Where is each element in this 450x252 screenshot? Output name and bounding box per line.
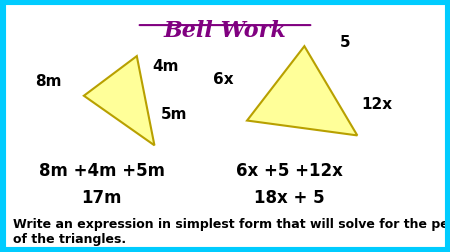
Polygon shape — [247, 47, 357, 136]
Text: 5: 5 — [340, 35, 350, 49]
Text: 18x + 5: 18x + 5 — [254, 189, 324, 207]
Text: Bell Work: Bell Work — [164, 20, 286, 42]
Text: 17m: 17m — [81, 189, 122, 207]
Text: 6x +5 +12x: 6x +5 +12x — [235, 162, 342, 179]
Polygon shape — [84, 57, 154, 146]
Text: Write an expression in simplest form that will solve for the perimeter of each
o: Write an expression in simplest form tha… — [14, 217, 450, 244]
Text: 8m +4m +5m: 8m +4m +5m — [39, 162, 165, 179]
Text: 12x: 12x — [362, 96, 393, 111]
Text: 4m: 4m — [152, 59, 179, 74]
Text: 5m: 5m — [161, 106, 188, 121]
Text: 8m: 8m — [36, 74, 62, 89]
Text: 6x: 6x — [213, 72, 234, 86]
